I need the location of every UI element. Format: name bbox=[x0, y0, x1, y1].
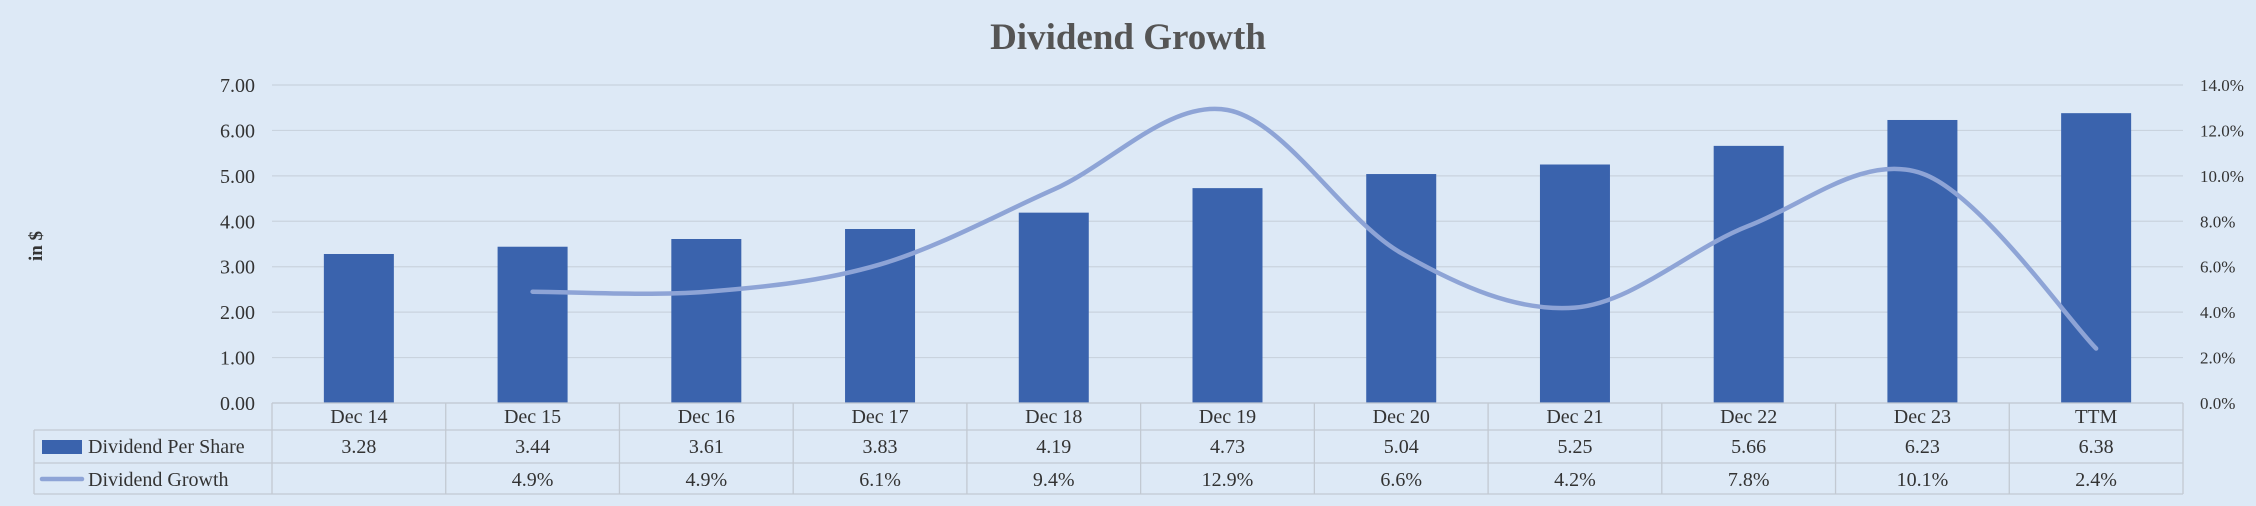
chart-title: Dividend Growth bbox=[990, 17, 1266, 58]
y2-tick-label: 4.0% bbox=[2200, 303, 2235, 322]
y-tick-label: 7.00 bbox=[220, 75, 255, 97]
x-tick-label: Dec 18 bbox=[1025, 406, 1082, 428]
bar-dividend-per-share bbox=[671, 239, 742, 403]
bar-dividend-per-share bbox=[323, 253, 394, 403]
x-tick-label: Dec 17 bbox=[851, 406, 908, 428]
bar-dividend-per-share bbox=[1887, 119, 1958, 403]
bar-dividend-per-share bbox=[2061, 113, 2132, 403]
data-label-dividend-per-share: 3.61 bbox=[689, 436, 724, 458]
y2-tick-label: 8.0% bbox=[2200, 212, 2235, 231]
x-tick-label: Dec 21 bbox=[1546, 406, 1603, 428]
data-label-dividend-growth: 6.6% bbox=[1380, 469, 1422, 491]
y-axis-label: in $ bbox=[26, 231, 47, 261]
line-series-dividend-growth bbox=[530, 106, 2099, 351]
data-label-dividend-growth: 7.8% bbox=[1728, 469, 1770, 491]
bar-dividend-per-share bbox=[497, 246, 568, 403]
x-tick-label: Dec 14 bbox=[330, 406, 387, 428]
data-label-dividend-per-share: 5.25 bbox=[1557, 436, 1592, 458]
legend-label-dividend-per-share: Dividend Per Share bbox=[88, 436, 245, 458]
y-axis-right-ticks: 0.0% 2.0% 4.0% 6.0% 8.0% 10.0% 12.0% 14.0% bbox=[2200, 76, 2244, 413]
y-tick-label: 6.00 bbox=[220, 120, 255, 142]
data-label-dividend-growth: 6.1% bbox=[859, 469, 901, 491]
data-label-dividend-per-share: 3.44 bbox=[515, 436, 550, 458]
x-tick-label: TTM bbox=[2075, 406, 2117, 428]
data-label-dividend-per-share: 6.23 bbox=[1905, 436, 1940, 458]
bar-dividend-per-share bbox=[1018, 212, 1089, 403]
data-label-dividend-growth: 4.2% bbox=[1554, 469, 1596, 491]
bar-dividend-per-share bbox=[1192, 188, 1263, 403]
data-label-dividend-per-share: 6.38 bbox=[2079, 436, 2114, 458]
y2-tick-label: 14.0% bbox=[2200, 76, 2244, 95]
legend-label-dividend-growth: Dividend Growth bbox=[88, 469, 229, 491]
data-label-dividend-per-share: 4.73 bbox=[1210, 436, 1245, 458]
y-tick-label: 0.00 bbox=[220, 393, 255, 415]
bar-dividend-per-share bbox=[1366, 174, 1437, 403]
data-label-dividend-per-share: 3.83 bbox=[863, 436, 898, 458]
x-tick-label: Dec 19 bbox=[1199, 406, 1256, 428]
x-tick-label: Dec 22 bbox=[1720, 406, 1777, 428]
bar-series-dividend-per-share bbox=[323, 113, 2132, 404]
y-axis-left-ticks: 0.00 1.00 2.00 3.00 4.00 5.00 6.00 7.00 bbox=[220, 75, 255, 415]
data-label-dividend-growth: 4.9% bbox=[685, 469, 727, 491]
x-tick-label: Dec 15 bbox=[504, 406, 561, 428]
y-tick-label: 1.00 bbox=[220, 348, 255, 370]
y2-tick-label: 2.0% bbox=[2200, 349, 2235, 368]
data-label-dividend-per-share: 3.28 bbox=[341, 436, 376, 458]
data-label-dividend-growth: 12.9% bbox=[1202, 469, 1254, 491]
x-tick-label: Dec 16 bbox=[678, 406, 735, 428]
y2-tick-label: 10.0% bbox=[2200, 167, 2244, 186]
bar-dividend-per-share bbox=[1713, 145, 1784, 404]
bar-dividend-per-share bbox=[1539, 164, 1610, 403]
data-table: Dec 14 Dec 15 Dec 16 Dec 17 Dec 18 Dec 19 Dec … bbox=[33, 402, 2184, 495]
y-tick-label: 2.00 bbox=[220, 302, 255, 324]
y-tick-label: 3.00 bbox=[220, 257, 255, 279]
data-label-dividend-per-share: 5.04 bbox=[1384, 436, 1419, 458]
y2-tick-label: 0.0% bbox=[2200, 394, 2235, 413]
y2-tick-label: 6.0% bbox=[2200, 258, 2235, 277]
data-label-dividend-growth: 2.4% bbox=[2075, 469, 2117, 491]
data-label-dividend-growth: 9.4% bbox=[1033, 469, 1075, 491]
x-tick-label: Dec 23 bbox=[1894, 406, 1951, 428]
legend-key-dividend-per-share bbox=[42, 440, 82, 454]
y-tick-label: 4.00 bbox=[220, 211, 255, 233]
x-tick-label: Dec 20 bbox=[1373, 406, 1430, 428]
data-label-dividend-growth: 10.1% bbox=[1897, 469, 1949, 491]
data-label-dividend-growth: 4.9% bbox=[512, 469, 554, 491]
data-label-dividend-per-share: 5.66 bbox=[1731, 436, 1766, 458]
y2-tick-label: 12.0% bbox=[2200, 121, 2244, 140]
data-label-dividend-per-share: 4.19 bbox=[1036, 436, 1071, 458]
y-tick-label: 5.00 bbox=[220, 166, 255, 188]
